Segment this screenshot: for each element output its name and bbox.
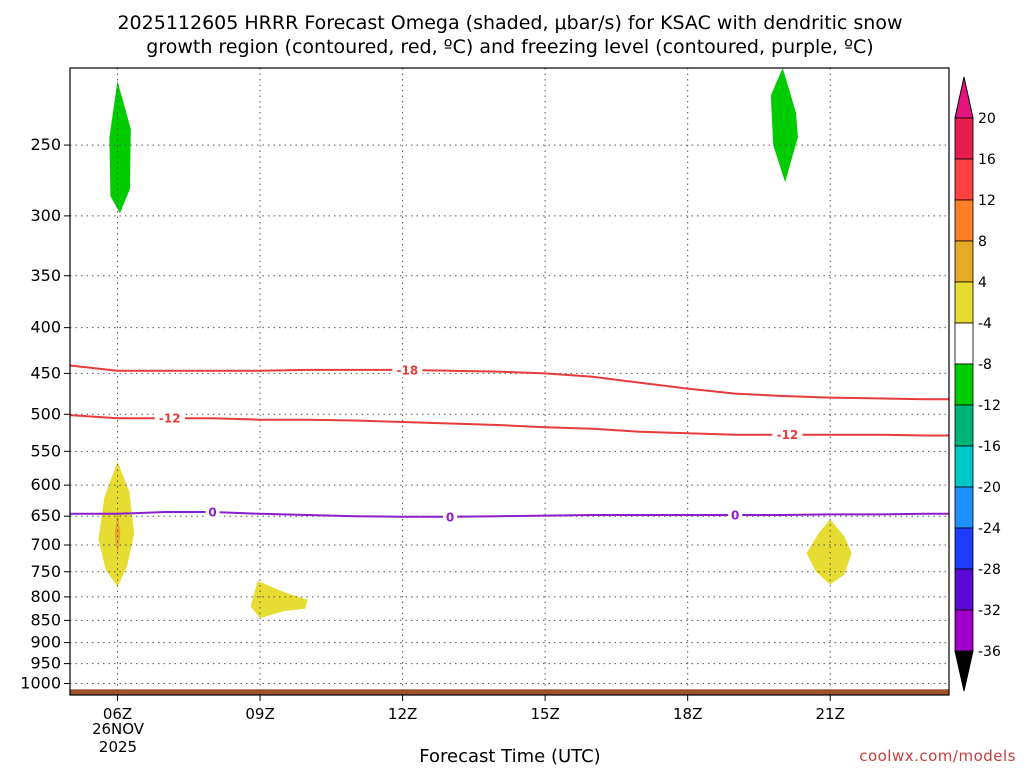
y-tick-label-300: 300 bbox=[30, 206, 61, 225]
colorbar-label-12: -32 bbox=[978, 603, 1001, 619]
colorbar-swatch-6 bbox=[954, 363, 974, 406]
x-axis-label: Forecast Time (UTC) bbox=[419, 746, 600, 767]
x-tick-label-21Z: 21Z bbox=[816, 705, 845, 723]
colorbar-swatch-12 bbox=[954, 609, 974, 652]
colorbar-bottom-arrow bbox=[954, 650, 974, 692]
y-tick-label-250: 250 bbox=[30, 135, 61, 154]
y-tick-label-1000: 1000 bbox=[20, 674, 61, 693]
colorbar-swatch-9 bbox=[954, 486, 974, 529]
contour-line-0 bbox=[69, 364, 949, 401]
x-axis-ticks: 06Z 09Z 12Z 15Z 18Z 21Z bbox=[103, 695, 845, 723]
y-axis-ticks: 250 300 350 400 450 500 550 600 650 700 750 800 850 9… bbox=[20, 135, 70, 693]
contour-line-2 bbox=[70, 511, 949, 518]
contour-label-2-1: 0 bbox=[446, 510, 454, 524]
y-tick-label-450: 450 bbox=[30, 363, 61, 382]
credit-label: coolwx.com/models bbox=[859, 747, 1016, 765]
y-tick-label-900: 900 bbox=[30, 633, 61, 652]
x-tick-label-09Z: 09Z bbox=[245, 705, 274, 723]
y-tick-label-950: 950 bbox=[30, 654, 61, 673]
contour-label-bg-1-0 bbox=[154, 411, 185, 426]
y-tick-label-500: 500 bbox=[30, 404, 61, 423]
omega-shading-layer bbox=[98, 68, 852, 619]
x-tick-label-12Z: 12Z bbox=[388, 705, 417, 723]
colorbar-label-8: -16 bbox=[978, 439, 1001, 455]
contour-label-bg-2-0 bbox=[205, 504, 220, 519]
colorbar-label-9: -20 bbox=[978, 480, 1001, 496]
contour-label-bg-2-2 bbox=[728, 508, 743, 523]
temperature-contour-layer: -18 -12 -12 0 0 0 bbox=[69, 362, 949, 524]
y-tick-label-600: 600 bbox=[30, 475, 61, 494]
colorbar-swatch-11 bbox=[954, 568, 974, 611]
colorbar-swatch-2 bbox=[954, 199, 974, 242]
y-tick-label-850: 850 bbox=[30, 610, 61, 629]
contour-label-2-2: 0 bbox=[731, 509, 739, 523]
y-tick-label-700: 700 bbox=[30, 535, 61, 554]
y-tick-label-350: 350 bbox=[30, 266, 61, 285]
colorbar-swatch-4 bbox=[954, 281, 974, 324]
omega-area-4 bbox=[250, 581, 308, 619]
plot-background bbox=[70, 68, 949, 695]
colorbar-label-2: 12 bbox=[978, 193, 996, 209]
x-tick-label-15Z: 15Z bbox=[530, 705, 559, 723]
colorbar-label-10: -24 bbox=[978, 521, 1001, 537]
chart-title-line-2: growth region (contoured, red, ºC) and f… bbox=[146, 36, 873, 58]
x-date-label-day: 26NOV bbox=[92, 720, 145, 738]
x-tick-label-18Z: 18Z bbox=[673, 705, 702, 723]
contour-label-1-0: -12 bbox=[159, 412, 181, 426]
chart-title-line-1: 2025112605 HRRR Forecast Omega (shaded, … bbox=[117, 12, 902, 34]
colorbar-label-7: -12 bbox=[978, 398, 1001, 414]
contour-label-bg-2-1 bbox=[443, 509, 458, 524]
colorbar-swatch-0 bbox=[954, 117, 974, 160]
y-tick-label-800: 800 bbox=[30, 587, 61, 606]
ground-band-layer bbox=[70, 689, 949, 695]
grid-layer bbox=[70, 68, 949, 695]
colorbar-label-0: 20 bbox=[978, 111, 996, 127]
colorbar-label-11: -28 bbox=[978, 562, 1001, 578]
colorbar-top-arrow bbox=[954, 76, 974, 119]
colorbar-swatch-5 bbox=[954, 322, 974, 365]
colorbar-label-5: -4 bbox=[978, 316, 992, 332]
contour-label-2-0: 0 bbox=[208, 505, 216, 519]
x-date-label-year: 2025 bbox=[99, 738, 137, 756]
colorbar-label-6: -8 bbox=[978, 357, 992, 373]
colorbar-swatch-10 bbox=[954, 527, 974, 570]
omega-colorbar: 20 16 12 8 4 -4 -8 -12 -16 -20 -24 -28 -32 -36 bbox=[954, 76, 1001, 692]
omega-area-3 bbox=[114, 510, 121, 556]
omega-area-5 bbox=[806, 519, 852, 585]
colorbar-swatch-8 bbox=[954, 445, 974, 488]
y-tick-label-550: 550 bbox=[30, 441, 61, 460]
ground-band bbox=[70, 689, 949, 695]
omega-area-0 bbox=[109, 81, 131, 214]
omega-area-1 bbox=[770, 68, 798, 183]
y-tick-label-650: 650 bbox=[30, 506, 61, 525]
plot-frame bbox=[69, 67, 950, 696]
colorbar-label-13: -36 bbox=[978, 644, 1001, 660]
colorbar-swatch-7 bbox=[954, 404, 974, 447]
contour-label-0-0: -18 bbox=[397, 363, 419, 377]
colorbar-swatch-1 bbox=[954, 158, 974, 201]
contour-line-1 bbox=[69, 414, 949, 437]
colorbar-label-1: 16 bbox=[978, 152, 996, 168]
contour-label-1-1: -12 bbox=[777, 428, 799, 442]
x-tick-label-06Z: 06Z bbox=[103, 705, 132, 723]
colorbar-label-3: 8 bbox=[978, 234, 987, 250]
contour-label-bg-0-0 bbox=[392, 362, 423, 377]
contour-label-bg-1-1 bbox=[772, 427, 803, 442]
y-tick-label-750: 750 bbox=[30, 562, 61, 581]
colorbar-label-4: 4 bbox=[978, 275, 987, 291]
colorbar-swatch-3 bbox=[954, 240, 974, 283]
y-tick-label-400: 400 bbox=[30, 318, 61, 337]
